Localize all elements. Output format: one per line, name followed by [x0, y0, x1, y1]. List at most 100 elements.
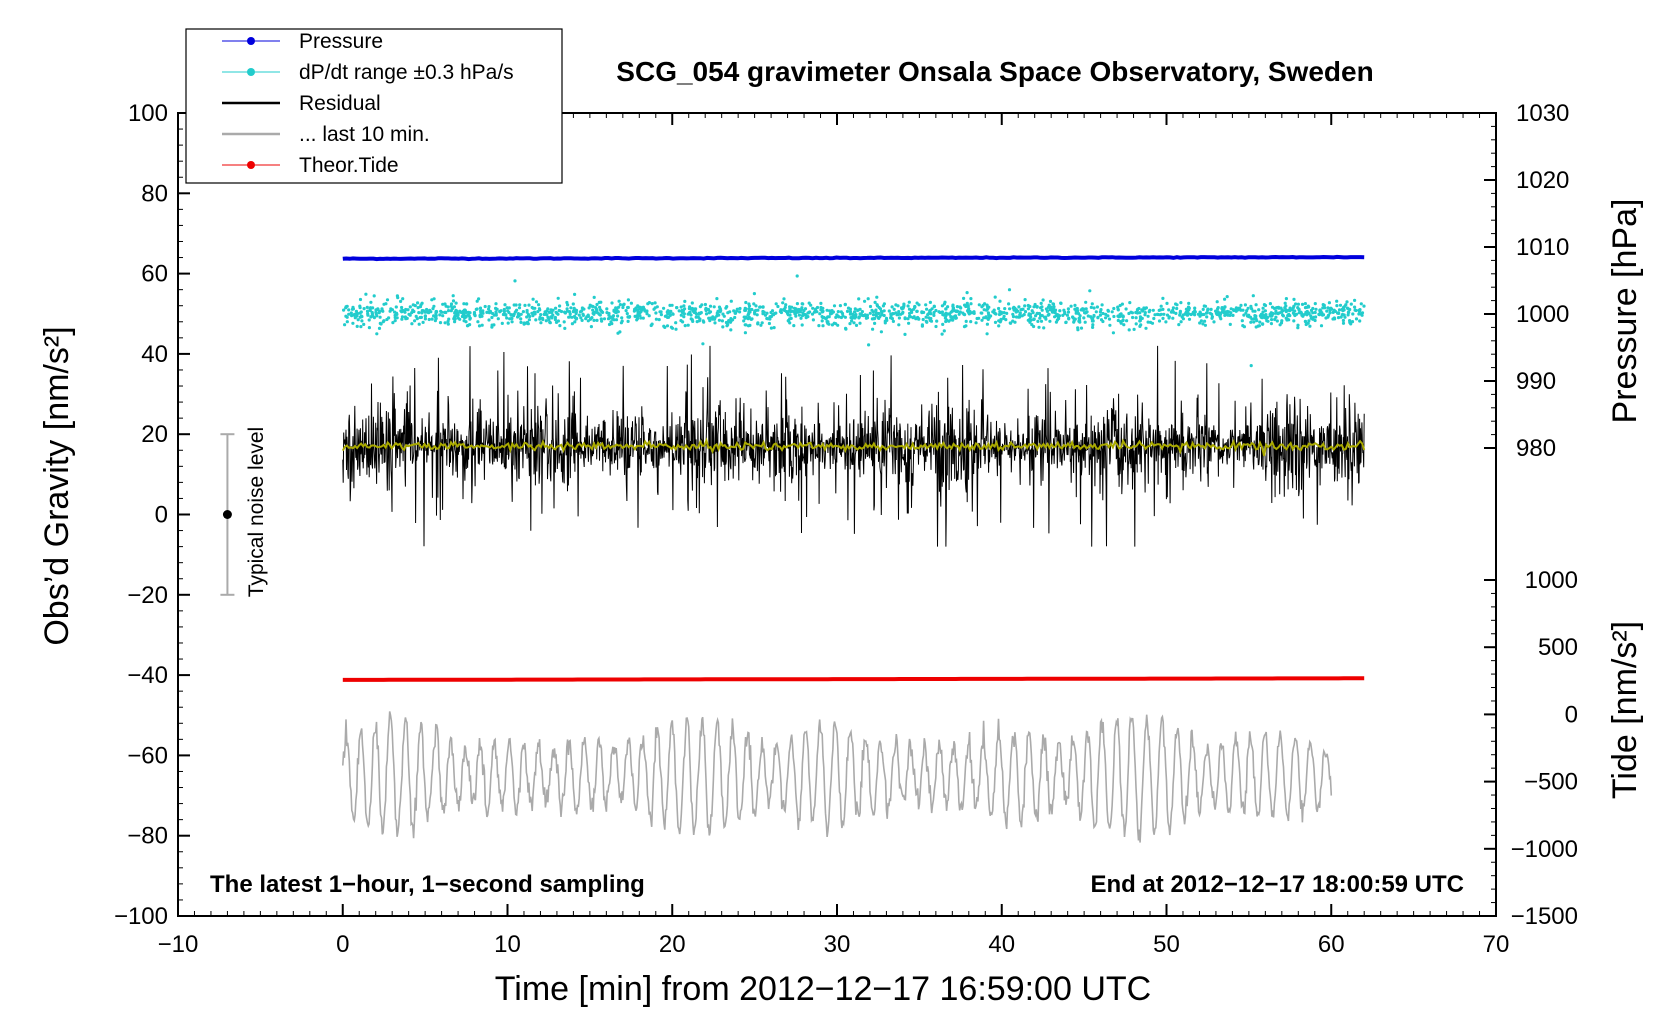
dpdt-point: [599, 300, 603, 304]
dpdt-point: [382, 319, 386, 323]
dpdt-point: [446, 309, 451, 313]
dpdt-point: [882, 309, 886, 313]
dpdt-point: [1072, 320, 1076, 324]
dpdt-point: [1319, 324, 1324, 328]
dpdt-point: [1245, 309, 1249, 313]
dpdt-point: [1196, 312, 1200, 316]
dpdt-point: [641, 305, 646, 309]
dpdt-point: [615, 307, 619, 311]
legend-label: Residual: [299, 92, 381, 115]
noise-level-bar: [220, 433, 235, 596]
dpdt-point: [750, 307, 754, 312]
dpdt-point: [906, 304, 910, 308]
dpdt-point: [1164, 320, 1168, 324]
dpdt-point: [519, 317, 523, 321]
dpdt-point: [747, 308, 752, 312]
dpdt-point: [993, 320, 998, 324]
dpdt-point: [395, 294, 399, 298]
dpdt-point: [1357, 312, 1361, 316]
dpdt-point: [1101, 311, 1105, 316]
dpdt-point: [982, 316, 986, 320]
dpdt-point: [1096, 316, 1100, 320]
dpdt-point: [679, 313, 683, 317]
dpdt-point: [944, 311, 948, 315]
dpdt-point: [1328, 311, 1332, 315]
dpdt-point: [873, 300, 877, 304]
dpdt-point: [1058, 309, 1062, 313]
dpdt-point: [355, 314, 359, 318]
dpdt-point: [527, 303, 531, 307]
pressure-tick-label: 1030: [1516, 100, 1569, 127]
dpdt-point: [580, 318, 584, 322]
dpdt-point: [1128, 301, 1132, 305]
dpdt-point: [897, 316, 902, 320]
dpdt-point: [519, 312, 523, 316]
dpdt-point: [832, 304, 837, 308]
dpdt-point: [1349, 302, 1353, 306]
dpdt-point: [695, 320, 699, 324]
dpdt-point: [946, 305, 950, 309]
dpdt-point: [1161, 316, 1165, 320]
dpdt-point: [1037, 311, 1042, 316]
tide-tick-label: −1000: [1511, 836, 1578, 863]
dpdt-point: [675, 306, 679, 310]
dpdt-point: [748, 323, 752, 327]
dpdt-point: [351, 321, 355, 325]
dpdt-point: [1351, 312, 1355, 316]
dpdt-point: [509, 313, 513, 317]
dpdt-point: [1082, 316, 1086, 320]
series-layer: [341, 254, 1366, 843]
dpdt-point: [394, 305, 398, 309]
dpdt-point: [1039, 319, 1044, 323]
dpdt-point: [732, 309, 736, 313]
dpdt-point: [446, 322, 450, 326]
dpdt-point: [808, 310, 812, 314]
dpdt-point: [819, 301, 823, 305]
dpdt-point: [1228, 322, 1232, 326]
dpdt-point: [638, 305, 643, 309]
dpdt-point: [1231, 313, 1235, 317]
dpdt-point: [537, 307, 542, 311]
dpdt-point: [819, 308, 823, 312]
dpdt-point: [1183, 312, 1187, 316]
dpdt-point: [431, 307, 435, 311]
dpdt-point: [1308, 324, 1312, 328]
dpdt-point: [1293, 313, 1297, 318]
dpdt-point: [1048, 319, 1052, 323]
legend-box: [185, 28, 563, 184]
dpdt-series: [342, 274, 1366, 368]
dpdt-point: [794, 308, 798, 312]
y-tick-label: 80: [141, 180, 168, 207]
dpdt-point: [1048, 299, 1053, 303]
dpdt-point: [848, 322, 852, 326]
dpdt-point: [906, 317, 910, 321]
dpdt-point: [1099, 308, 1103, 312]
dpdt-point: [462, 319, 466, 323]
dpdt-point: [618, 303, 623, 307]
dpdt-point: [610, 301, 614, 305]
dpdt-point: [1110, 310, 1114, 314]
dpdt-point: [1263, 309, 1267, 313]
dpdt-point: [391, 321, 395, 325]
dpdt-point: [929, 316, 933, 321]
dpdt-point: [399, 299, 403, 303]
tide-tick-label: −1500: [1511, 903, 1578, 930]
dpdt-point: [458, 309, 462, 313]
dpdt-point: [483, 304, 487, 309]
dpdt-point: [1269, 313, 1273, 317]
dpdt-point: [692, 310, 697, 315]
dpdt-point: [478, 306, 483, 310]
dpdt-point: [932, 313, 936, 317]
dpdt-point: [1203, 304, 1208, 308]
noise-bar-center-dot: [222, 510, 232, 519]
dpdt-point: [864, 315, 869, 319]
dpdt-point: [867, 343, 871, 347]
dpdt-point: [507, 310, 511, 315]
dpdt-point: [359, 325, 363, 329]
dpdt-point: [1264, 316, 1268, 320]
dpdt-point: [1141, 309, 1145, 313]
dpdt-point: [1101, 319, 1105, 324]
dpdt-point: [359, 310, 363, 314]
dpdt-point: [838, 304, 843, 308]
